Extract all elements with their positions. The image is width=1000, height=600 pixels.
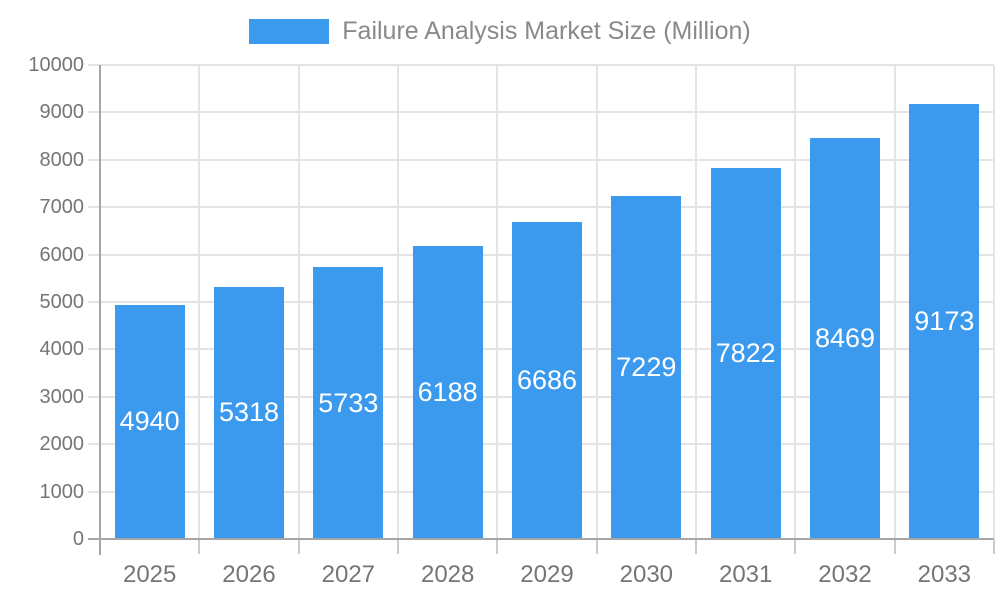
y-axis-tick-label: 6000: [39, 243, 85, 266]
v-gridline: [595, 65, 598, 539]
h-gridline: [88, 206, 994, 209]
bar-2026: 5318: [214, 286, 284, 539]
y-axis-tick-label: 4000: [39, 338, 85, 361]
y-axis-tick-label: 10000: [28, 54, 84, 76]
y-axis-tick-label: 7000: [39, 196, 85, 219]
x-axis-tick-label: 2030: [619, 561, 674, 588]
h-gridline: [88, 111, 994, 114]
x-axis-tick-label: 2029: [520, 561, 574, 588]
x-axis-tick-label: 2025: [122, 561, 177, 588]
x-axis-tick-label: 2032: [818, 561, 872, 588]
v-gridline: [397, 65, 399, 539]
x-axis-tick-mark: [794, 540, 797, 554]
v-gridline: [198, 65, 201, 539]
x-axis-tick-mark: [297, 540, 300, 554]
bar-value-label: 9173: [914, 306, 975, 337]
bar-2033: 9173: [909, 104, 980, 539]
legend-label: Failure Analysis Market Size (Million): [342, 17, 751, 45]
bar-2030: 7229: [611, 196, 682, 539]
bar-value-label: 6686: [516, 365, 578, 396]
x-axis-tick-label: 2033: [917, 561, 972, 588]
bar-value-label: 8469: [814, 322, 876, 353]
v-gridline: [496, 65, 499, 539]
bar-value-label: 4940: [119, 406, 180, 437]
legend[interactable]: Failure Analysis Market Size (Million): [0, 16, 1000, 46]
x-axis-tick-label: 2026: [222, 561, 276, 588]
y-axis-line: [99, 65, 101, 555]
v-gridline: [297, 65, 300, 539]
y-axis-tick-label: 1000: [39, 480, 85, 503]
x-axis-tick-label: 2031: [718, 561, 773, 588]
y-axis-tick-label: 2000: [39, 433, 85, 456]
bar-2031: 7822: [710, 168, 781, 539]
x-axis-tick-label: 2027: [321, 561, 376, 588]
v-gridline: [695, 65, 697, 539]
h-gridline: [88, 158, 994, 161]
x-axis-tick-mark: [496, 540, 499, 554]
bar-2028: 6188: [412, 245, 483, 539]
bar-2032: 8469: [810, 137, 880, 539]
v-gridline: [893, 65, 896, 539]
legend-swatch-icon: [249, 18, 330, 44]
x-axis-tick-mark: [695, 540, 697, 554]
x-axis-tick-mark: [198, 540, 201, 554]
bar-value-label: 7229: [616, 352, 677, 383]
bar-2029: 6686: [512, 222, 582, 539]
h-gridline: [88, 64, 994, 66]
x-axis-tick-mark: [397, 540, 399, 554]
bar-value-label: 5318: [218, 397, 280, 428]
v-gridline: [794, 65, 797, 539]
y-axis-tick-label: 5000: [39, 291, 85, 313]
x-axis-tick-mark: [595, 540, 598, 554]
y-axis-tick-label: 9000: [39, 101, 85, 124]
x-axis-tick-mark: [993, 540, 995, 554]
y-axis-tick-label: 3000: [39, 385, 85, 408]
x-axis-tick-label: 2028: [420, 561, 475, 588]
bar-value-label: 5733: [318, 387, 379, 418]
y-axis-tick-label: 0: [72, 528, 84, 550]
bar-2027: 5733: [313, 267, 384, 539]
x-axis-tick-mark: [893, 540, 896, 554]
bar-value-label: 6188: [417, 376, 478, 407]
v-gridline: [993, 65, 995, 539]
bar-value-label: 7822: [715, 338, 776, 369]
bar-2025: 4940: [114, 304, 185, 539]
y-axis-tick-label: 8000: [39, 148, 85, 171]
x-axis-line: [88, 538, 994, 540]
